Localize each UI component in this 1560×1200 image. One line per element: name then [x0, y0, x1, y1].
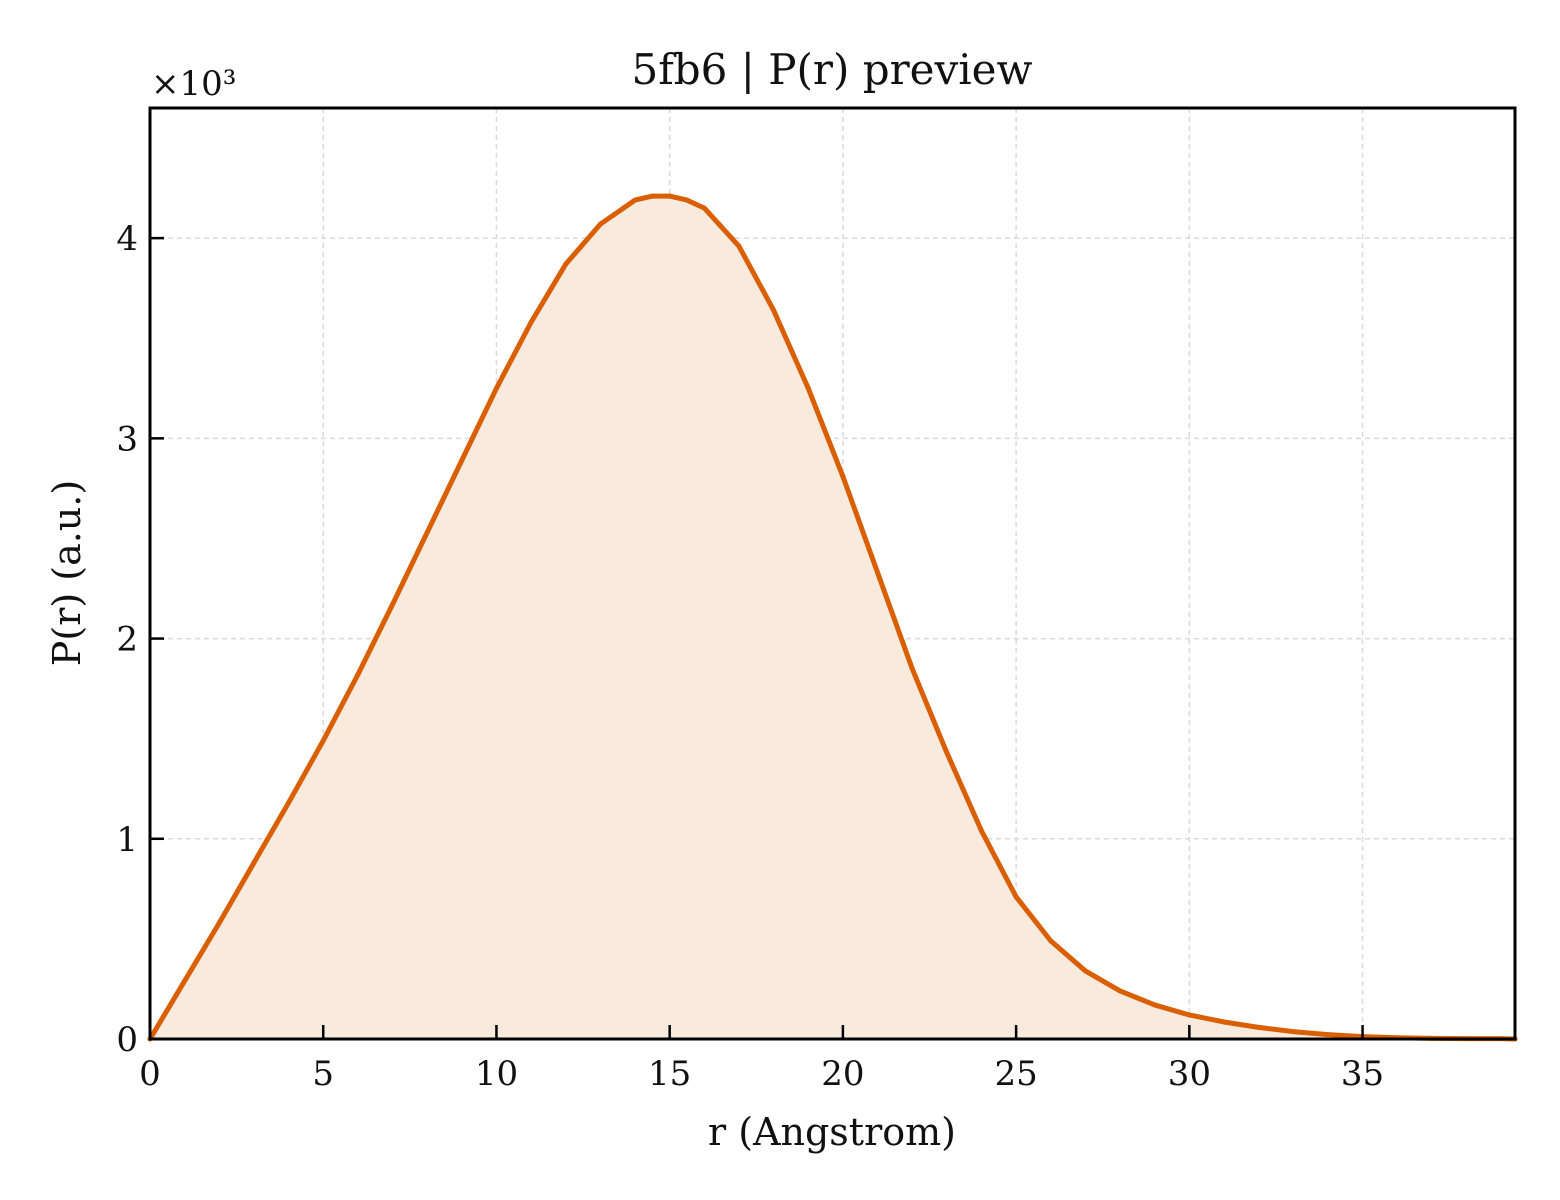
data-point	[1290, 1029, 1296, 1035]
data-point	[978, 828, 984, 834]
x-tick-label: 15	[648, 1054, 691, 1094]
y-tick-label: 4	[116, 219, 138, 259]
y-scale-label: ×10³	[151, 64, 236, 104]
x-tick-label: 5	[312, 1054, 334, 1094]
x-axis-ticks: 0 5 10 15 20 25 30 35	[139, 1025, 1384, 1094]
data-point	[1186, 1012, 1192, 1018]
data-point	[1048, 938, 1054, 944]
data-point	[840, 473, 846, 479]
data-point	[390, 602, 396, 608]
y-axis-ticks: 0 1 2 3 4	[116, 219, 164, 1060]
data-point	[459, 457, 465, 463]
x-tick-label: 30	[1168, 1054, 1211, 1094]
y-tick-label: 2	[116, 620, 138, 660]
y-axis-label: P(r) (a.u.)	[45, 480, 89, 666]
data-point	[1082, 968, 1088, 974]
data-point	[355, 672, 361, 678]
data-point	[1117, 988, 1123, 994]
data-point	[1221, 1019, 1227, 1025]
data-point	[1013, 894, 1019, 900]
data-point	[649, 193, 655, 199]
area-fill	[150, 196, 1515, 1040]
plot-frame	[148, 106, 1517, 1041]
data-point	[1152, 1002, 1158, 1008]
data-point	[909, 666, 915, 672]
data-point	[632, 197, 638, 203]
data-point	[875, 570, 881, 575]
data-point	[805, 385, 811, 391]
x-tick-label: 35	[1341, 1054, 1384, 1094]
y-tick-label: 1	[116, 820, 138, 860]
x-tick-label: 0	[139, 1054, 161, 1094]
data-point	[216, 920, 222, 926]
data-point	[944, 750, 950, 756]
chart-title: 5fb6 | P(r) preview	[632, 45, 1033, 94]
x-tick-label: 20	[821, 1054, 864, 1094]
data-point	[320, 738, 326, 744]
data-point	[1325, 1032, 1331, 1038]
data-point	[424, 529, 430, 535]
data-point	[493, 385, 499, 391]
data-point	[286, 800, 292, 806]
data-point	[771, 307, 777, 313]
x-axis-label: r (Angstrom)	[708, 1110, 956, 1154]
data-point	[736, 243, 742, 249]
x-tick-label: 25	[994, 1054, 1037, 1094]
data-point	[251, 860, 257, 866]
x-tick-label: 10	[475, 1054, 518, 1094]
data-point	[563, 261, 569, 267]
data-point	[667, 193, 673, 199]
data-point	[684, 197, 690, 203]
data-point	[1256, 1024, 1262, 1030]
data-point	[597, 221, 603, 227]
data-point	[182, 978, 188, 984]
y-tick-label: 0	[116, 1020, 138, 1060]
data-point	[528, 319, 534, 325]
y-tick-label: 3	[116, 419, 138, 459]
data-point	[701, 205, 707, 211]
